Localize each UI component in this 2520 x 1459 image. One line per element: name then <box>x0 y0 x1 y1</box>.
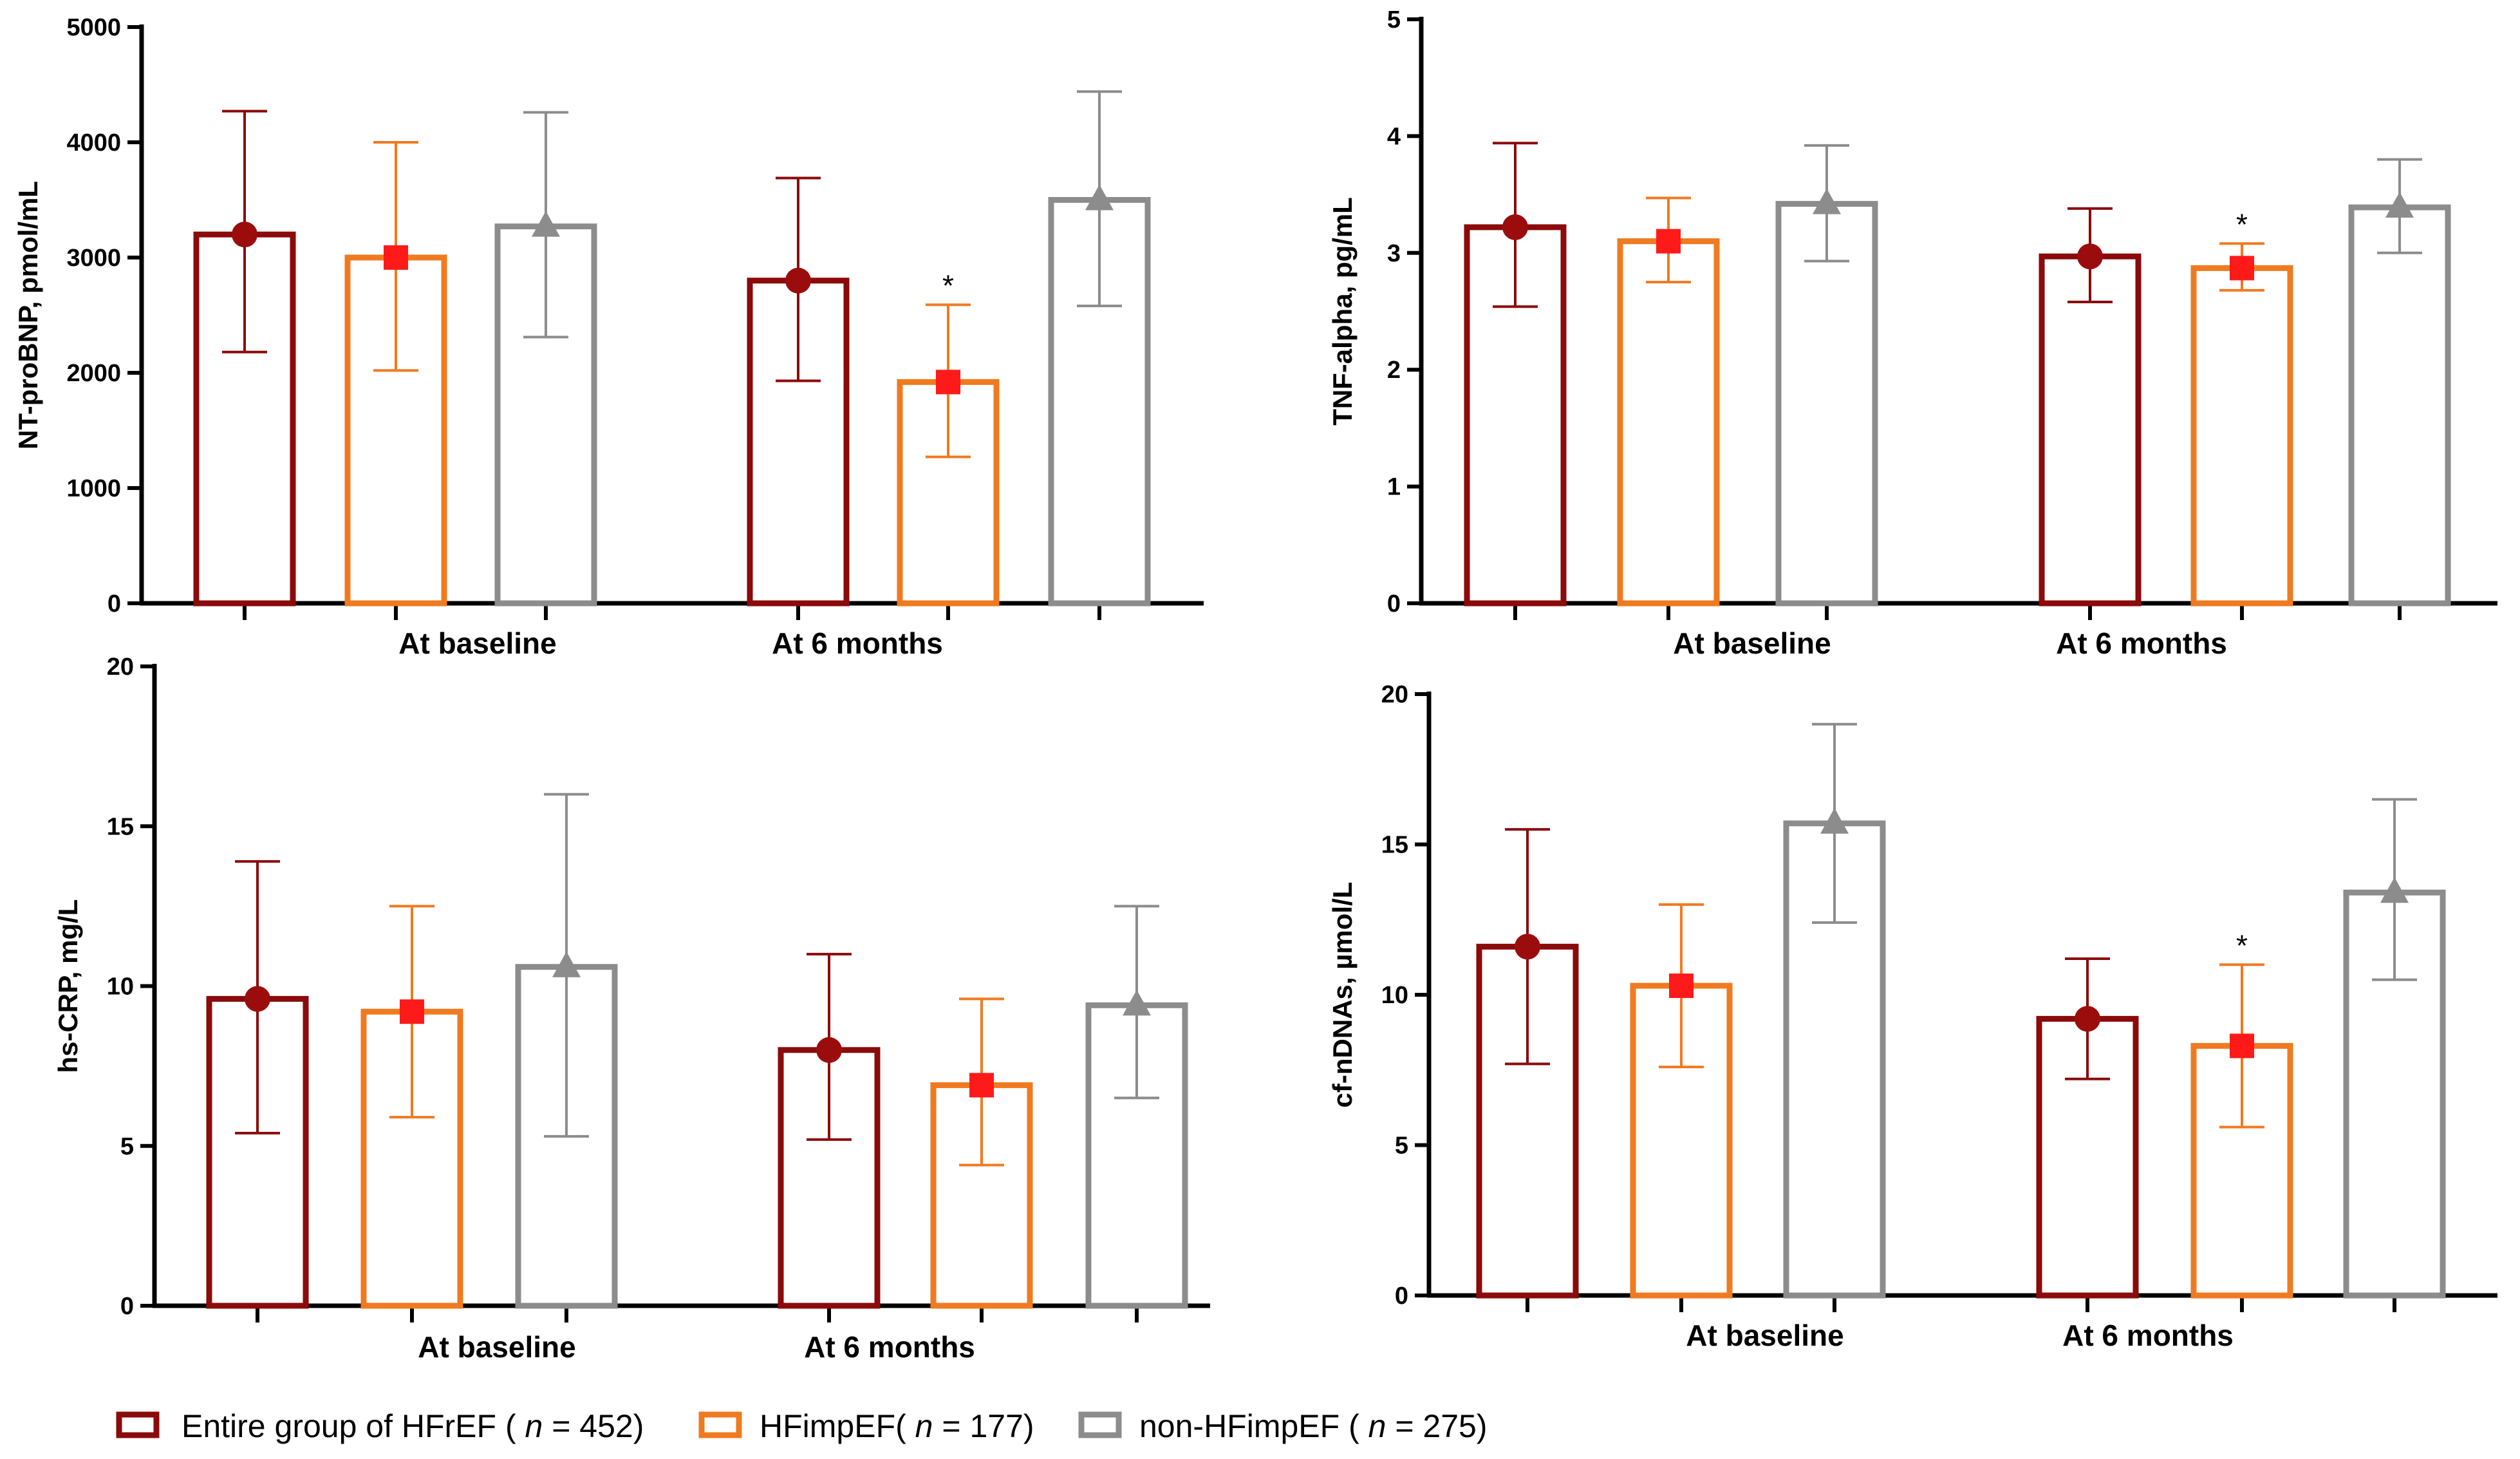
category-label: At 6 months <box>2062 1319 2234 1352</box>
y-tick-label: 3 <box>1387 240 1401 267</box>
data-point <box>936 370 960 395</box>
panel-nt-probnp: 0 1000 2000 3000 4000 5000 NT-proBNP, pmol/mL A… <box>13 14 1204 660</box>
panel-cf-ndnas: 0 5 10 15 20 cf-nDNAs, µmol/L At baseline At 6 … <box>1327 681 2497 1352</box>
data-point <box>532 211 560 237</box>
data-point <box>785 267 811 294</box>
panel-hs-crp: 0 5 10 15 20 hs-CRP, mg/L At baseline At 6 mont… <box>53 654 1210 1364</box>
y-tick-label: 20 <box>107 654 134 681</box>
y-tick-label: 15 <box>1381 832 1408 859</box>
y-axis-label: cf-nDNAs, µmol/L <box>1327 882 1358 1108</box>
data-point <box>1085 184 1114 211</box>
y-axis-label: hs-CRP, mg/L <box>53 899 83 1073</box>
legend-swatch-non <box>1078 1411 1122 1438</box>
data-point <box>1813 188 1841 214</box>
category-label: At 6 months <box>772 626 943 660</box>
y-axis-label: TNF-alpha, pg/mL <box>1327 197 1358 426</box>
data-point <box>816 1037 842 1063</box>
data-point <box>2075 1006 2100 1032</box>
y-tick-label: 1000 <box>66 475 121 502</box>
y-tick-label: 5 <box>120 1133 134 1160</box>
legend-item-entire: Entire group of HFrEF ( n = 452) <box>116 1408 644 1444</box>
y-tick-label: 20 <box>1381 681 1408 708</box>
data-point <box>1502 214 1528 240</box>
data-point <box>2385 192 2414 218</box>
y-tick-label: 5 <box>1395 1133 1408 1160</box>
y-tick-label: 0 <box>1387 590 1401 617</box>
y-tick-label: 3000 <box>66 245 121 272</box>
legend-item-imp: HFimpEF( n = 177) <box>698 1408 1034 1444</box>
data-point <box>384 245 408 270</box>
category-label: At baseline <box>418 1330 575 1364</box>
category-label: At 6 months <box>2056 626 2227 660</box>
y-tick-label: 15 <box>107 813 134 840</box>
data-point <box>2230 1033 2254 1059</box>
data-point <box>1669 973 1694 998</box>
bar <box>2039 253 2142 607</box>
y-tick-label: 5000 <box>66 14 121 41</box>
legend-swatch-entire <box>116 1411 160 1438</box>
data-point <box>1656 229 1681 254</box>
panel-tnf-alpha: 0 1 2 3 4 5 TNF-alpha, pg/mL At baseline At 6 mo… <box>1327 6 2497 660</box>
y-tick-label: 1 <box>1387 474 1401 501</box>
significance-star: * <box>942 268 954 302</box>
bar <box>1775 201 1878 607</box>
category-label: At baseline <box>1673 626 1831 660</box>
y-tick-label: 0 <box>1395 1283 1408 1310</box>
bar <box>2348 204 2451 607</box>
y-tick-label: 5 <box>1387 6 1401 33</box>
data-point <box>2380 877 2409 903</box>
legend-label-non: non-HFimpEF ( n = 275) <box>1139 1408 1488 1444</box>
data-point <box>552 951 581 977</box>
legend: Entire group of HFrEF ( n = 452) HFimpEF… <box>116 1408 1488 1444</box>
data-point <box>969 1073 994 1098</box>
y-axis-label: NT-proBNP, pmol/mL <box>13 181 43 449</box>
bar <box>2190 265 2293 607</box>
category-label: At baseline <box>398 626 556 660</box>
y-tick-label: 4 <box>1387 123 1401 150</box>
category-label: At 6 months <box>804 1330 975 1364</box>
data-point <box>1123 990 1151 1016</box>
data-point <box>2230 256 2254 281</box>
data-point <box>1515 934 1540 960</box>
y-tick-label: 2000 <box>66 360 121 387</box>
legend-item-non: non-HFimpEF ( n = 275) <box>1078 1408 1488 1444</box>
category-label: At baseline <box>1686 1319 1843 1352</box>
significance-star: * <box>2236 928 2248 962</box>
y-tick-label: 0 <box>107 590 121 617</box>
legend-swatch-imp <box>698 1411 742 1438</box>
y-tick-label: 2 <box>1387 357 1401 384</box>
y-tick-label: 10 <box>107 974 134 1001</box>
data-point <box>1820 807 1849 834</box>
data-point <box>232 221 257 248</box>
data-point <box>400 999 424 1024</box>
y-tick-label: 4000 <box>66 129 121 156</box>
legend-label-entire: Entire group of HFrEF ( n = 452) <box>182 1408 644 1444</box>
bar <box>1617 238 1720 607</box>
y-tick-label: 0 <box>120 1293 134 1320</box>
legend-label-imp: HFimpEF( n = 177) <box>760 1408 1034 1444</box>
data-point <box>2077 243 2103 270</box>
y-tick-label: 10 <box>1381 982 1408 1009</box>
significance-star: * <box>2236 207 2248 241</box>
data-point <box>245 986 270 1012</box>
